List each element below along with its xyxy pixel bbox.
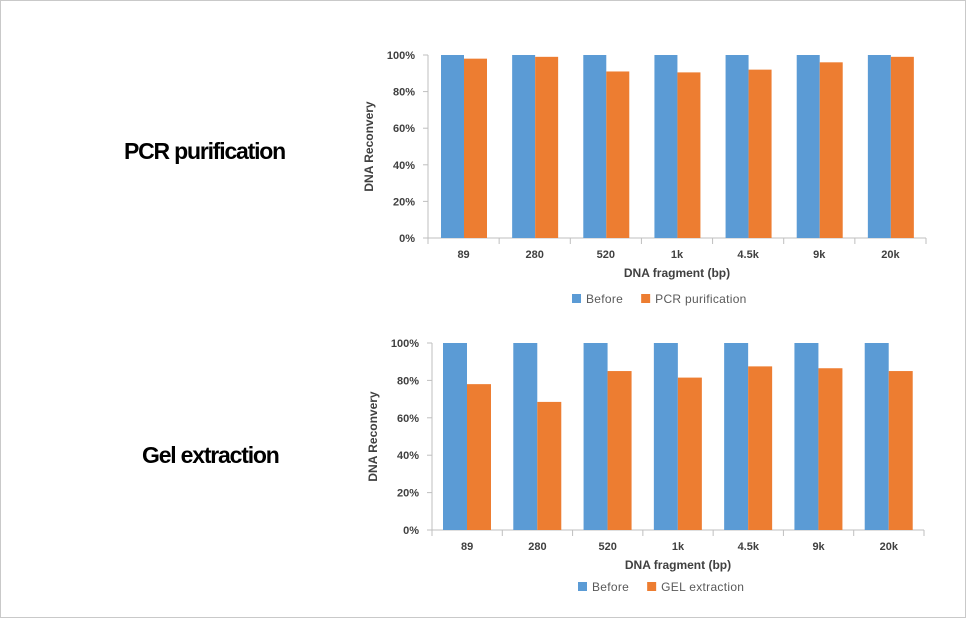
bar-before [441,55,464,238]
bar-after [535,56,559,238]
bar-after [467,384,491,530]
bar-before [796,55,820,238]
x-axis-title: DNA fragment (bp) [625,558,731,572]
bar-before [512,55,536,238]
bar-before [654,55,678,238]
y-tick-label: 80% [393,87,415,99]
y-tick-label: 80% [397,375,419,387]
legend-swatch-after [647,582,657,591]
x-tick-label: 20k [881,249,900,261]
y-tick-label: 20% [397,488,419,500]
bar-before [725,55,749,238]
legend-swatch-after [641,294,651,303]
bar-after [748,366,773,530]
legend-label-after: GEL extraction [661,580,744,594]
bar-before [443,343,467,530]
legend-swatch-before [572,294,581,303]
bar-after [677,72,701,238]
x-tick-label: 4.5k [737,249,759,261]
legend-label-before: Before [592,580,629,594]
x-tick-label: 20k [880,541,899,553]
x-axis-title: DNA fragment (bp) [624,266,730,280]
bar-after [819,62,843,238]
x-tick-label: 4.5k [738,541,760,553]
bar-after [890,56,914,238]
y-tick-label: 60% [397,413,419,425]
bar-before [867,55,891,238]
row-label-pcr-purification: PCR purification [124,138,286,164]
bar-after [888,371,913,530]
y-axis-title: DNA Reconvery [366,391,380,482]
bar-after [748,69,772,238]
x-tick-label: 1k [671,249,684,261]
bar-after [818,368,843,530]
x-tick-label: 520 [597,249,615,261]
bar-after [607,371,632,530]
y-tick-label: 0% [403,525,419,537]
row-label-gel-extraction: Gel extraction [142,442,280,468]
x-tick-label: 9k [813,249,826,261]
bar-before [583,343,608,530]
y-tick-label: 60% [393,123,415,135]
y-tick-label: 20% [393,196,415,208]
x-tick-label: 9k [812,541,825,553]
bar-before [864,343,889,530]
y-tick-label: 40% [397,450,419,462]
y-tick-label: 100% [387,50,415,62]
x-tick-label: 520 [599,541,617,553]
bar-after [537,401,562,530]
bar-after [606,71,630,238]
y-tick-label: 40% [393,160,415,172]
legend-label-before: Before [586,292,623,306]
y-tick-label: 100% [391,338,419,350]
bar-after [677,377,702,530]
bar-before [583,55,607,238]
legend-swatch-before [578,582,587,591]
y-tick-label: 0% [399,233,415,245]
y-axis-title: DNA Reconvery [362,101,376,192]
bar-before [513,343,538,530]
legend-label-after: PCR purification [655,292,747,306]
bar-before [794,343,819,530]
bar-before [653,343,678,530]
x-tick-label: 1k [672,541,685,553]
x-tick-label: 89 [457,249,469,261]
x-tick-label: 280 [526,249,544,261]
bar-before [724,343,749,530]
bar-after [464,58,487,238]
x-tick-label: 280 [528,541,546,553]
x-tick-label: 89 [461,541,473,553]
